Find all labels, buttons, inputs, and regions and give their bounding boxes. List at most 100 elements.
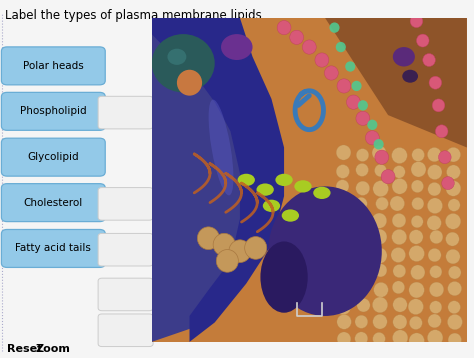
Circle shape [374, 350, 388, 358]
Circle shape [372, 213, 387, 228]
Text: Reset: Reset [7, 344, 43, 354]
Circle shape [392, 147, 407, 164]
Circle shape [447, 314, 462, 330]
FancyBboxPatch shape [1, 138, 105, 176]
Circle shape [393, 166, 405, 178]
Circle shape [337, 198, 350, 212]
Circle shape [365, 131, 379, 145]
Circle shape [374, 164, 387, 177]
FancyBboxPatch shape [98, 188, 153, 220]
Circle shape [392, 213, 406, 228]
FancyBboxPatch shape [1, 184, 105, 222]
Circle shape [410, 265, 425, 280]
Circle shape [373, 314, 387, 329]
Circle shape [392, 330, 408, 346]
FancyBboxPatch shape [98, 233, 153, 266]
Circle shape [345, 61, 356, 72]
Circle shape [376, 197, 388, 210]
Circle shape [412, 149, 425, 161]
Circle shape [277, 20, 291, 35]
Text: Label the types of plasma membrane lipids.: Label the types of plasma membrane lipid… [5, 9, 265, 22]
Circle shape [336, 42, 346, 52]
Circle shape [374, 282, 388, 297]
Circle shape [381, 170, 395, 184]
Circle shape [392, 281, 405, 294]
Circle shape [337, 332, 351, 346]
Circle shape [438, 151, 451, 164]
Circle shape [411, 348, 426, 358]
Ellipse shape [209, 100, 233, 195]
Text: Polar heads: Polar heads [23, 61, 84, 71]
Circle shape [177, 70, 202, 96]
Circle shape [409, 230, 423, 244]
Circle shape [357, 266, 370, 279]
FancyBboxPatch shape [1, 229, 105, 267]
Circle shape [336, 299, 351, 315]
Circle shape [336, 231, 351, 246]
Circle shape [374, 264, 387, 277]
Circle shape [447, 347, 462, 358]
Circle shape [428, 165, 442, 180]
Circle shape [427, 198, 443, 214]
Circle shape [393, 315, 407, 329]
Circle shape [446, 213, 461, 229]
Circle shape [430, 230, 443, 244]
Circle shape [354, 282, 367, 295]
Circle shape [355, 347, 370, 358]
Circle shape [428, 248, 441, 262]
Ellipse shape [268, 187, 382, 316]
Circle shape [355, 332, 368, 345]
Circle shape [429, 266, 442, 278]
Circle shape [428, 147, 441, 162]
Circle shape [442, 176, 454, 190]
Circle shape [448, 301, 460, 314]
Circle shape [356, 163, 368, 176]
Circle shape [355, 197, 367, 210]
Circle shape [448, 333, 462, 347]
Circle shape [372, 248, 387, 263]
Circle shape [336, 165, 349, 178]
Circle shape [428, 314, 441, 328]
Circle shape [337, 79, 351, 93]
Circle shape [329, 23, 339, 33]
Circle shape [427, 216, 441, 230]
Circle shape [417, 34, 429, 47]
Circle shape [411, 216, 423, 228]
Circle shape [356, 249, 369, 262]
Circle shape [356, 213, 370, 227]
Circle shape [412, 197, 424, 210]
FancyBboxPatch shape [98, 96, 153, 129]
Circle shape [357, 298, 370, 312]
Ellipse shape [167, 49, 186, 65]
Ellipse shape [221, 34, 253, 60]
Ellipse shape [393, 47, 415, 67]
Circle shape [432, 99, 445, 112]
Circle shape [352, 81, 362, 91]
Circle shape [367, 120, 377, 130]
Circle shape [447, 165, 460, 179]
Circle shape [373, 297, 388, 313]
Ellipse shape [260, 241, 308, 313]
Circle shape [429, 282, 444, 297]
Circle shape [423, 54, 435, 67]
Circle shape [346, 95, 360, 109]
FancyBboxPatch shape [1, 47, 105, 85]
Polygon shape [152, 18, 272, 342]
Ellipse shape [237, 174, 255, 186]
Circle shape [337, 267, 350, 280]
Circle shape [391, 247, 406, 262]
Circle shape [408, 299, 423, 315]
Circle shape [447, 281, 462, 296]
Circle shape [355, 233, 368, 246]
Polygon shape [152, 18, 284, 342]
Circle shape [410, 15, 423, 28]
Polygon shape [325, 18, 467, 147]
Ellipse shape [256, 183, 274, 196]
Circle shape [411, 161, 426, 177]
Circle shape [372, 229, 387, 245]
Circle shape [436, 125, 448, 138]
Circle shape [429, 301, 442, 314]
Circle shape [411, 180, 424, 193]
Circle shape [315, 53, 329, 67]
Circle shape [245, 237, 267, 259]
